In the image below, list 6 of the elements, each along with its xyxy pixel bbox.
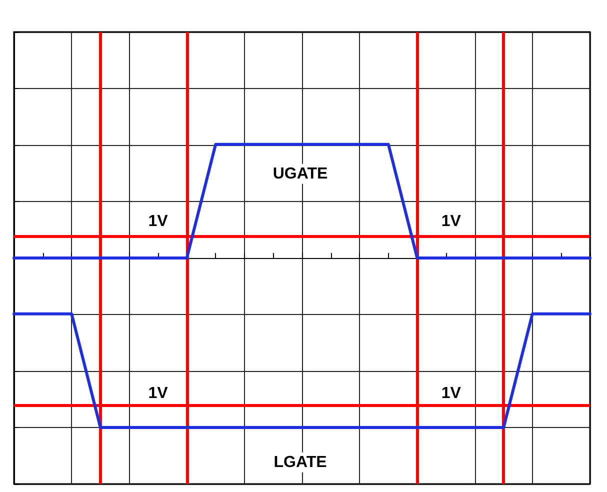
text: LGATE [274, 454, 328, 471]
annotation: 1V [148, 212, 168, 230]
annotation: 1V [441, 212, 462, 230]
annotation: 1V [441, 384, 462, 402]
annotation: 1V [148, 384, 168, 402]
annotation: UGATE [272, 165, 328, 182]
